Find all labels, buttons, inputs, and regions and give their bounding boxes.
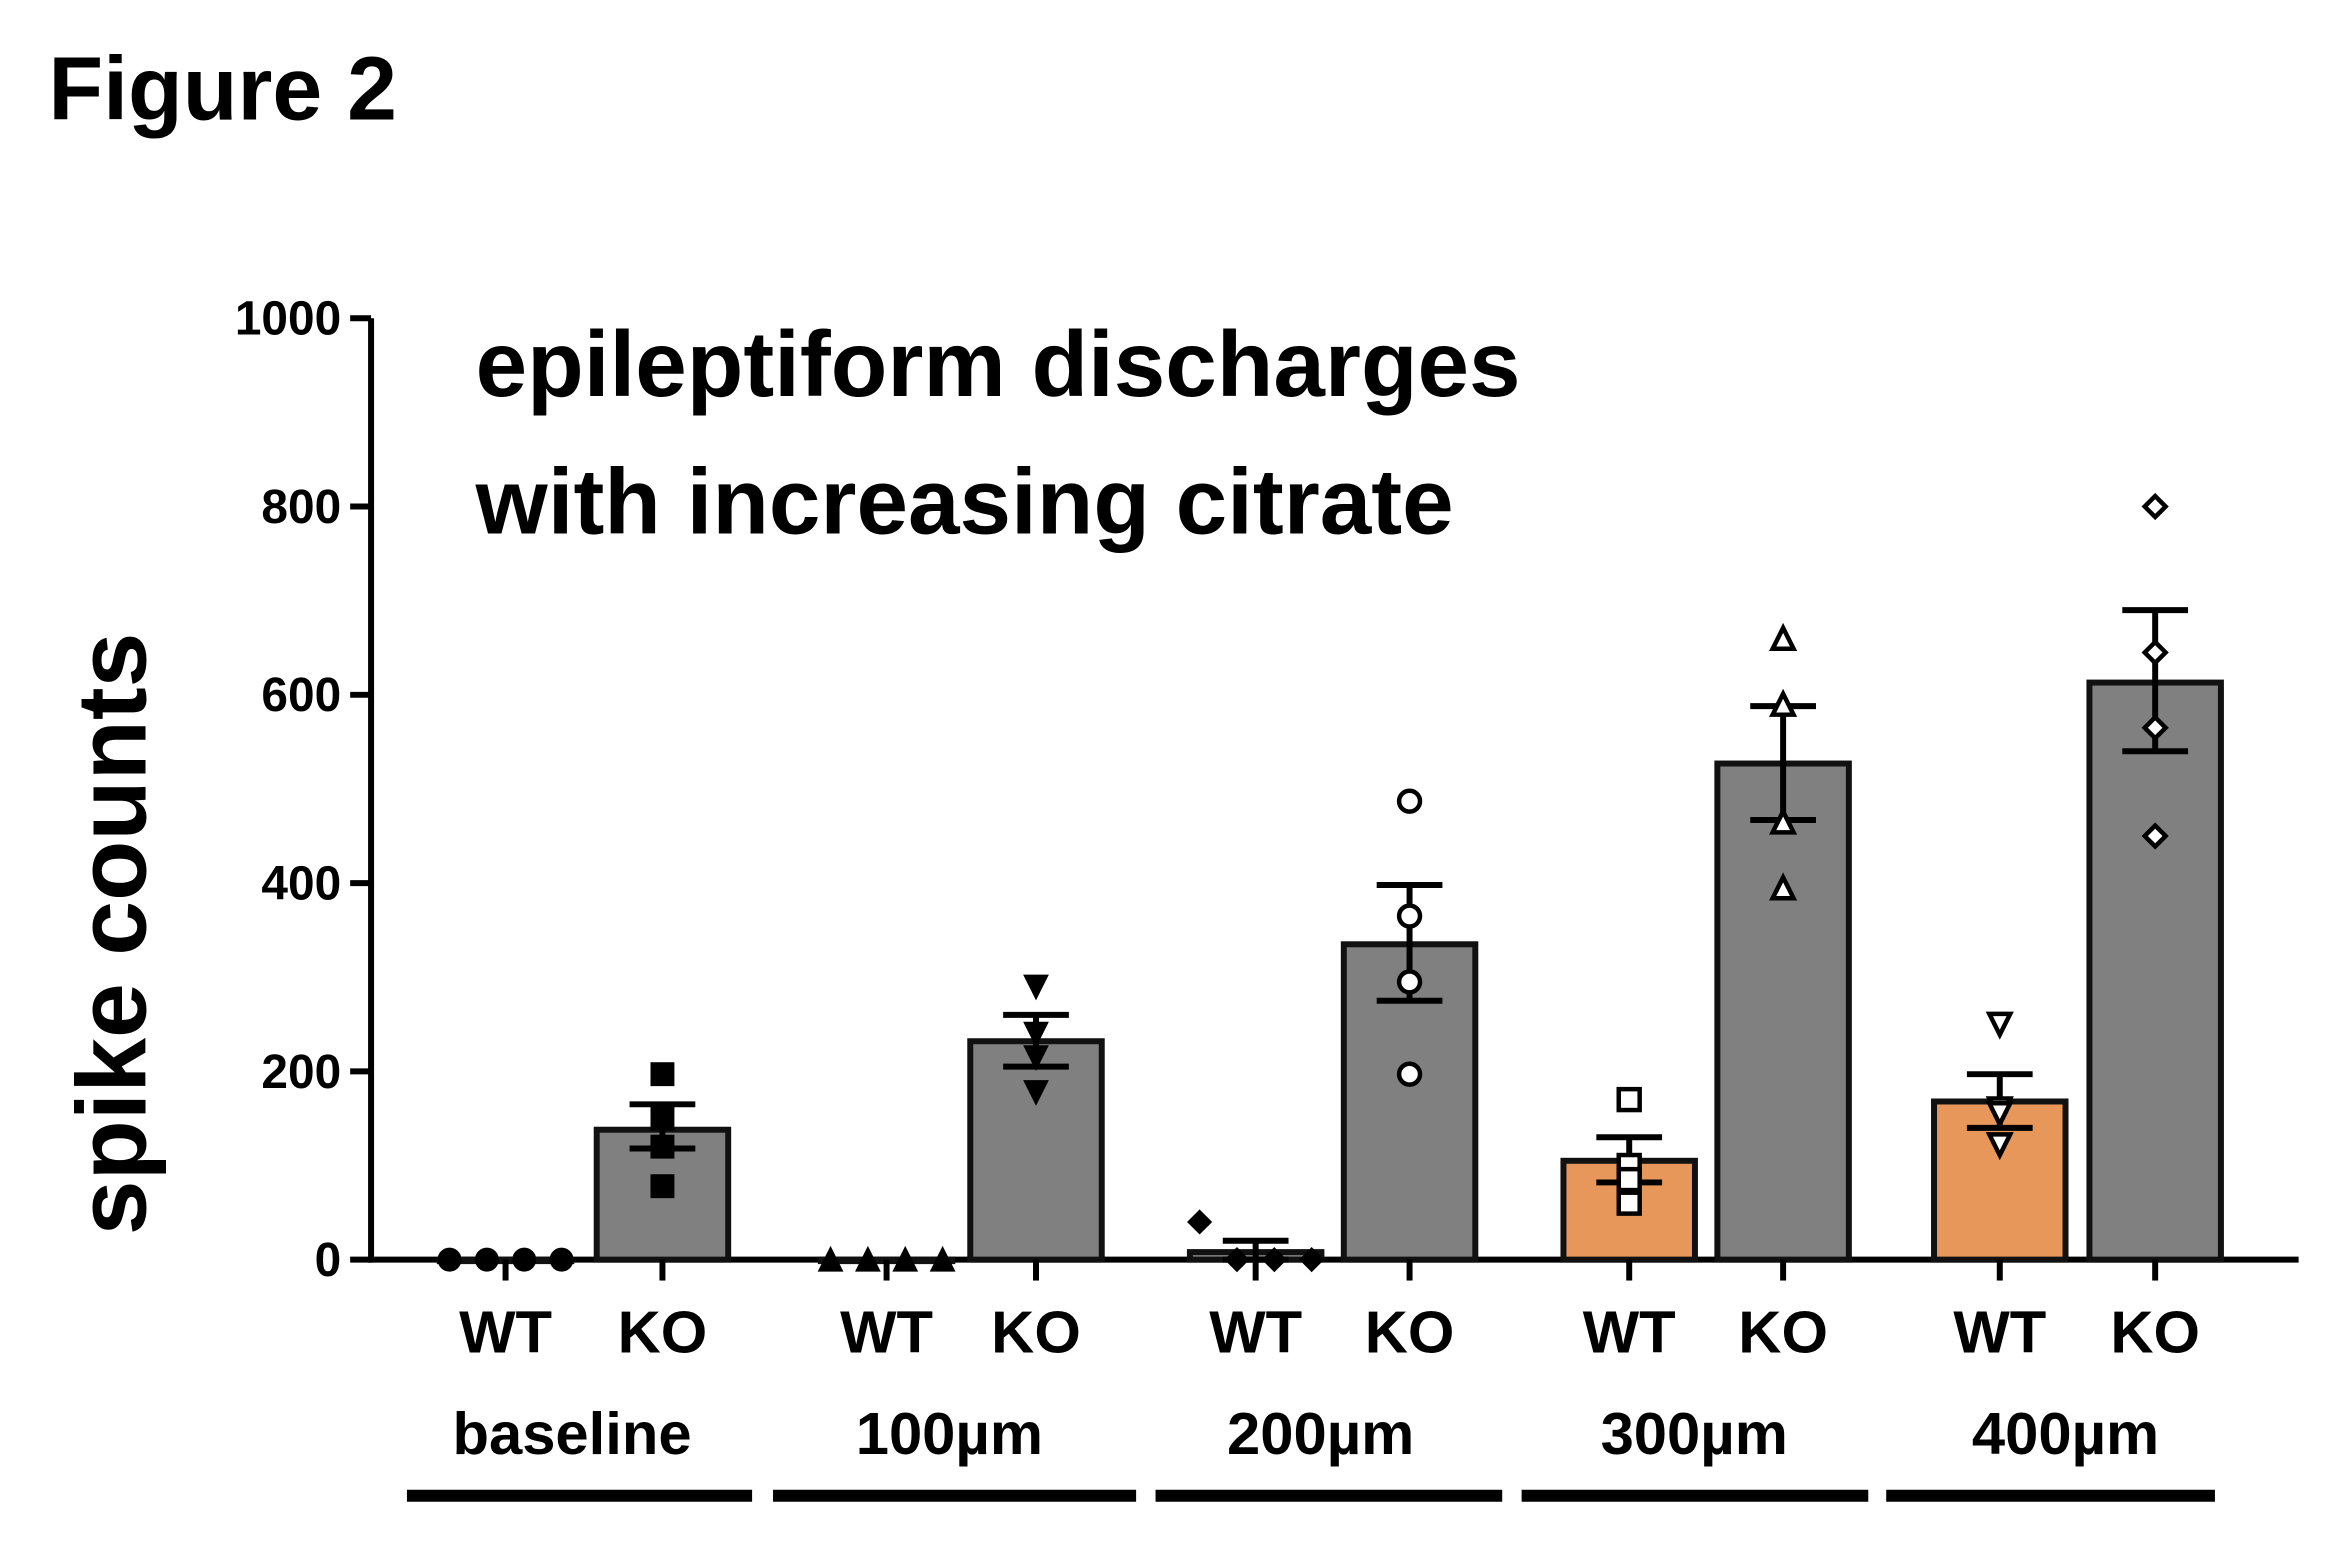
data-point [1616,1190,1642,1216]
x-tick-label: WT [1209,1298,1302,1365]
data-point [2141,714,2169,742]
data-point [650,1174,675,1199]
y-tick-label: 200 [261,1046,341,1099]
data-point [1769,872,1798,901]
data-point [1769,688,1798,717]
x-tick-label: WT [459,1298,552,1365]
data-point [1396,788,1423,814]
data-point [1985,1132,2014,1161]
bar-400µm-KO [2086,679,2224,1263]
group-label: 400µm [1972,1400,2159,1467]
data-point [474,1247,499,1272]
data-point [650,1106,675,1131]
x-tick-label: KO [2110,1298,2200,1365]
y-tick-label: 400 [261,858,341,911]
x-tick-label: WT [840,1298,933,1365]
data-point [1396,903,1423,929]
data-point [1985,1101,2014,1130]
group-label: 300µm [1601,1400,1788,1467]
data-point [549,1247,574,1272]
group-label: 200µm [1227,1400,1414,1467]
data-point [1769,622,1798,652]
y-tick-label: 1000 [235,293,341,346]
data-point [2141,638,2169,667]
data-point [1985,1011,2014,1040]
group-label: 100µm [856,1400,1043,1467]
data-point [1769,806,1798,835]
data-point [1299,1247,1325,1273]
data-point [1616,1166,1642,1193]
data-point [1261,1247,1287,1273]
data-point [437,1247,462,1272]
data-point [1023,1021,1049,1048]
data-point [512,1247,537,1272]
data-point [1023,1080,1049,1106]
x-tick-label: KO [1738,1298,1828,1365]
figure-label: Figure 2 [48,39,397,139]
data-point [650,1134,675,1159]
data-point [929,1245,956,1272]
data-point [1187,1209,1213,1235]
y-tick-label: 0 [315,1234,342,1287]
bar-300µm-KO [1714,760,1852,1263]
bar-100µm-KO [967,1038,1105,1263]
data-point [2141,822,2169,850]
group-label: baseline [452,1400,691,1467]
x-tick-label: KO [991,1298,1081,1365]
data-point [1023,1045,1049,1072]
chart-title-line-1: epileptiform discharges [476,312,1521,416]
x-tick-label: KO [618,1298,708,1365]
data-point [817,1245,844,1272]
data-point [1224,1247,1250,1273]
data-point [1396,1061,1423,1087]
x-tick-label: WT [1583,1298,1676,1365]
y-tick-label: 600 [261,669,341,722]
data-point [1396,969,1423,995]
data-point [1616,1086,1642,1113]
data-point [892,1245,919,1272]
data-point [650,1062,675,1087]
y-axis-label: spike counts [56,632,166,1235]
data-point [855,1245,881,1272]
data-point [1023,974,1049,1001]
chart-title-line-2: with increasing citrate [475,449,1454,553]
x-tick-label: KO [1365,1298,1455,1365]
data-point [2141,492,2169,521]
x-tick-label: WT [1953,1298,2046,1365]
y-tick-label: 800 [261,481,341,534]
